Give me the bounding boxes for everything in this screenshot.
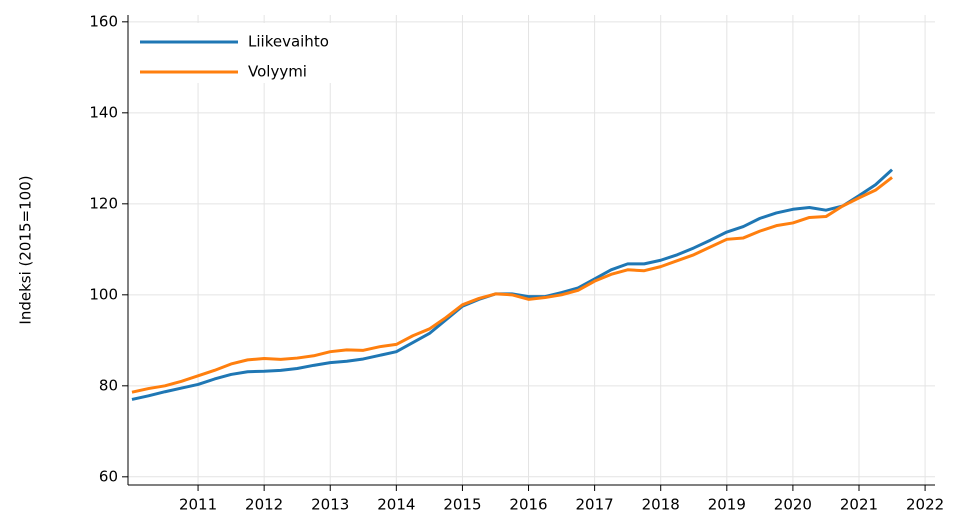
- legend-label: Liikevaihto: [248, 33, 329, 51]
- y-tick-label: 120: [89, 194, 118, 212]
- x-tick-label: 2019: [708, 496, 746, 514]
- x-tick-label: 2017: [576, 496, 614, 514]
- y-tick-label: 100: [89, 285, 118, 303]
- x-tick-label: 2021: [840, 496, 878, 514]
- y-tick-label: 60: [99, 467, 118, 485]
- x-tick-label: 2015: [443, 496, 481, 514]
- y-tick-label: 140: [89, 103, 118, 121]
- x-tick-label: 2016: [509, 496, 547, 514]
- x-tick-label: 2014: [377, 496, 415, 514]
- x-tick-label: 2011: [179, 496, 217, 514]
- y-tick-label: 80: [99, 376, 118, 394]
- x-tick-label: 2012: [245, 496, 283, 514]
- x-tick-label: 2018: [642, 496, 680, 514]
- x-tick-label: 2013: [311, 496, 349, 514]
- line: [131, 176, 893, 394]
- x-tick-label: 2022: [906, 496, 944, 514]
- legend-label: Volyymi: [248, 63, 307, 81]
- y-tick-label: 160: [89, 12, 118, 30]
- x-tick-label: 2020: [774, 496, 812, 514]
- y-axis-label: Indeksi (2015=100): [17, 175, 35, 324]
